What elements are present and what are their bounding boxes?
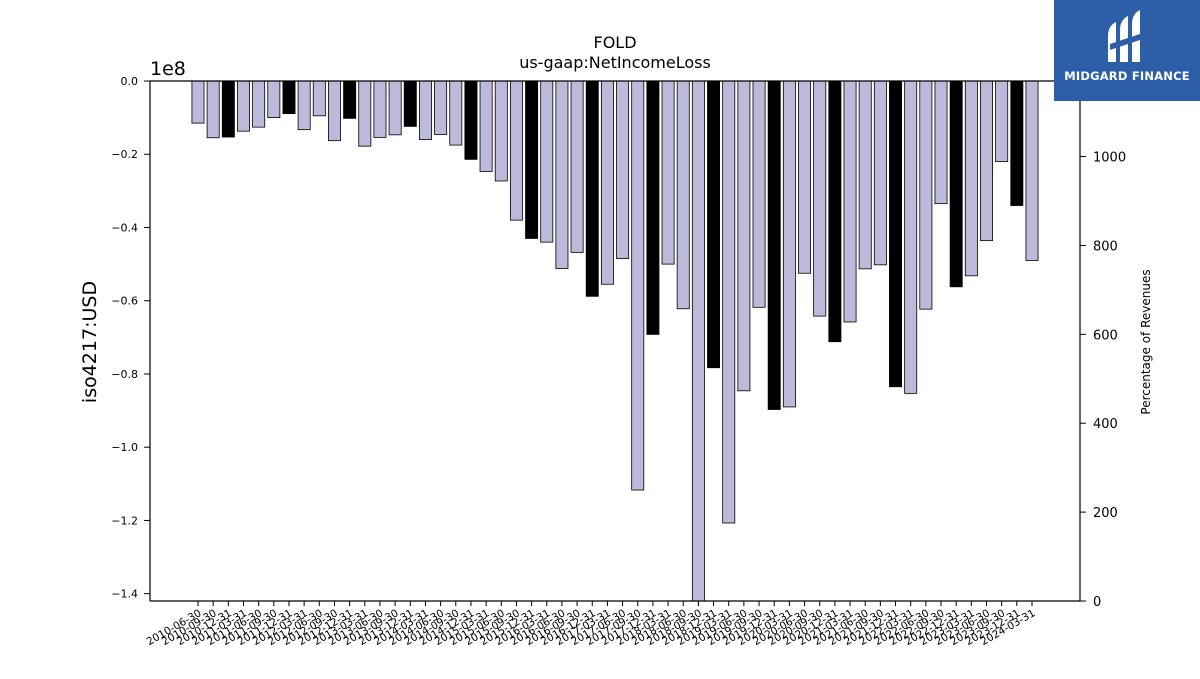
bar [343, 80, 357, 119]
y2-tick-label: 800 [1093, 239, 1118, 254]
bar [873, 80, 887, 266]
y-tick-label: −0.4 [111, 221, 138, 234]
bar [297, 80, 311, 131]
bar [1010, 80, 1024, 206]
bar [494, 80, 508, 182]
bar [798, 80, 812, 274]
y-tick-label: −1.4 [111, 588, 138, 601]
bar [555, 80, 569, 269]
bar [570, 80, 584, 253]
y-tick-label: −1.2 [111, 514, 138, 527]
logo-text: MIDGARD FINANCE [1064, 69, 1190, 83]
bar [449, 80, 463, 146]
y2-tick-label: 1000 [1093, 151, 1126, 166]
bar [267, 80, 281, 119]
bar [509, 80, 523, 221]
y-tick-label: −0.6 [111, 295, 138, 308]
x-axis-ticks: 2010-06-302010-09-302010-12-312011-03-31… [145, 601, 1038, 648]
bar [980, 80, 993, 242]
bar-series [191, 80, 1039, 602]
bar [752, 80, 766, 308]
bar [813, 80, 827, 317]
y2-tick-label: 0 [1093, 595, 1101, 610]
bar [1025, 80, 1039, 261]
bar [949, 80, 963, 288]
bar [434, 80, 448, 135]
bar [252, 80, 266, 128]
y-axis-label: iso4217:USD [79, 281, 101, 403]
bar [464, 80, 478, 160]
bar [904, 80, 918, 394]
brand-logo: MIDGARD FINANCE [1054, 0, 1200, 101]
bar [358, 80, 372, 147]
bar [843, 80, 857, 323]
bar [631, 80, 645, 491]
bar [661, 80, 675, 265]
y-axis-ticks: 0.0 −0.2 −0.4 −0.6 −0.8 −1.0 −1.2 −1.4 [111, 75, 150, 601]
bar [585, 80, 599, 297]
chart-title: FOLD [593, 33, 636, 52]
bar [828, 80, 842, 343]
bar [206, 80, 220, 139]
y-tick-label: 0.0 [121, 75, 139, 88]
bar [782, 80, 796, 408]
bar [418, 80, 432, 140]
chart-subtitle: us-gaap:NetIncomeLoss [519, 53, 711, 72]
bar [964, 80, 978, 277]
bar [237, 80, 250, 132]
bar [691, 80, 705, 602]
midgard-logo-icon [1108, 10, 1146, 62]
bar [312, 80, 326, 117]
bar [722, 80, 736, 524]
bar [600, 80, 614, 285]
bar [479, 80, 493, 172]
bar [707, 80, 721, 369]
bar [646, 80, 660, 335]
bar [919, 80, 933, 310]
bar [221, 80, 235, 138]
bar [388, 80, 402, 136]
y2-tick-label: 400 [1093, 417, 1118, 432]
bar [676, 80, 690, 310]
bar [282, 80, 296, 114]
bar [858, 80, 872, 270]
bar [934, 80, 948, 205]
bar [525, 80, 539, 239]
bar [328, 80, 341, 142]
y2-axis-ticks: 0 200 400 600 800 1000 [1080, 151, 1126, 610]
bar [767, 80, 781, 410]
bar [373, 80, 387, 138]
bar [191, 80, 205, 124]
axes [149, 80, 1081, 602]
bar [889, 80, 902, 388]
y-tick-label: −0.8 [111, 368, 138, 381]
y2-tick-label: 600 [1093, 328, 1118, 343]
y2-tick-label: 200 [1093, 506, 1118, 521]
y2-axis-label: Percentage of Revenues [1139, 269, 1153, 414]
bar [737, 80, 751, 392]
y-tick-label: −1.0 [111, 441, 138, 454]
bar [403, 80, 417, 127]
bar [995, 80, 1009, 162]
bar [540, 80, 554, 243]
bar [616, 80, 630, 260]
y-offset-label: 1e8 [150, 58, 186, 80]
y-tick-label: −0.2 [111, 148, 138, 161]
